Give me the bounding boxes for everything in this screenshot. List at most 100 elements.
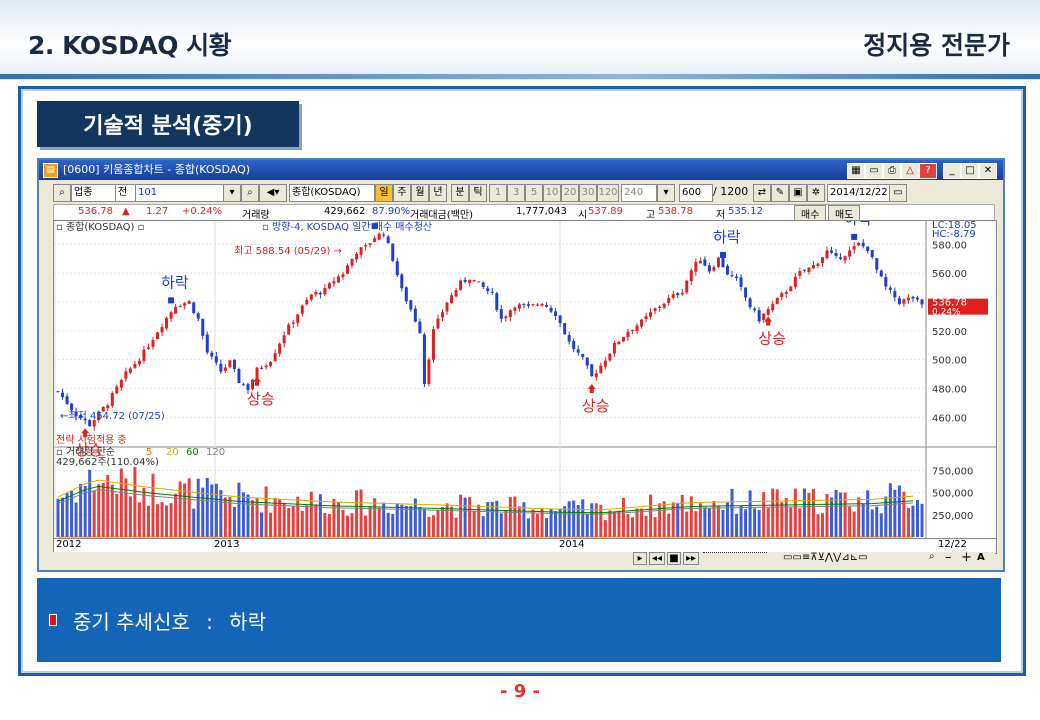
volume-tick-label: 750,000 [932,466,973,477]
period-week-button[interactable]: 주 [393,184,411,202]
volume-tick-label: 500,000 [932,489,973,500]
period-minute-button[interactable]: 분 [451,184,469,202]
gear-icon[interactable]: ✲ [807,184,825,202]
interval-3-button[interactable]: 3 [507,184,525,202]
count-input[interactable]: 600 [679,184,713,202]
volume-bar [278,499,282,537]
interval-20-button[interactable]: 20 [561,184,579,202]
candle-body [915,297,919,300]
candle-body [350,258,354,266]
window-titlebar[interactable]: ▤ [0600] 키움종합차트 - 종합(KOSDAQ) ▦ ▭ ⎙ △ ? _… [39,160,1003,180]
stock-search-icon[interactable]: ⌕ [53,184,71,202]
period-tick-button[interactable]: 틱 [469,184,487,202]
calendar-icon[interactable]: ▭ [889,184,907,202]
candle-body [617,341,621,345]
period-year-button[interactable]: 년 [429,184,447,202]
volume-bar [237,482,241,537]
volume-bar [848,506,852,537]
candle-body [870,250,874,258]
play-icon[interactable]: ▸ [633,552,647,565]
volume-bar [74,502,78,537]
volume-bar [395,503,399,537]
font-size-icon[interactable]: A [977,552,985,563]
restore-icon[interactable]: □ [961,163,979,179]
market-select[interactable]: 업종 [71,184,117,202]
interval-5-button[interactable]: 5 [525,184,543,202]
candle-body [431,329,435,360]
volume-bar [477,504,481,537]
interval-120-button[interactable]: 120 [597,184,619,202]
candle-body [721,257,725,268]
volume-bar [255,498,259,537]
price-chart[interactable]: 580.00560.00540.00520.00500.00480.00460.… [54,199,996,539]
volume-bar [549,508,553,537]
candle-body [531,304,535,306]
candle-body [110,393,114,406]
period-month-button[interactable]: 월 [411,184,429,202]
volume-bar [522,502,526,537]
scroll-slider[interactable] [703,552,767,553]
chevron-down-icon[interactable]: ▾ [223,184,241,202]
candle-body [866,246,870,252]
zoom-icon[interactable]: ⌕ [929,551,935,562]
volume-bar [545,518,549,537]
quote-amount: 1,777,043 [516,206,567,217]
candle-body [653,308,657,311]
close-icon[interactable]: ✕ [979,163,997,179]
chart-area[interactable]: 580.00560.00540.00520.00500.00480.00460.… [53,199,997,540]
volume-bar [70,490,74,537]
volume-ma-line [57,479,914,511]
zoom-in-icon[interactable]: + [961,550,972,565]
help-icon[interactable]: ? [919,163,937,179]
volume-bar [798,508,802,537]
forward-icon[interactable]: ▸▸ [683,552,699,565]
volume-bar [739,505,743,537]
signal-label-up: 상승 [75,441,103,459]
volume-bar [350,513,354,537]
volume-bar [757,510,761,537]
name-field[interactable]: 종합(KOSDAQ) [289,184,375,202]
interval-240-field[interactable]: 240 [621,184,657,202]
save-icon[interactable]: ▣ [789,184,807,202]
search-icon[interactable]: ⌕ [241,184,259,202]
arrow-icon[interactable]: ⇄ [753,184,771,202]
stop-icon[interactable]: ■ [667,552,681,565]
interval-chevron-icon[interactable]: ▾ [657,184,675,202]
candle-body [703,259,707,266]
layout-icon[interactable]: ▦ [847,163,865,179]
interval-30-button[interactable]: 30 [579,184,597,202]
candle-body [382,234,386,236]
candle-body [744,287,748,298]
rewind-icon[interactable]: ◂◂ [649,552,665,565]
volume-bar [748,490,752,537]
volume-bar [590,503,594,537]
interval-1-button[interactable]: 1 [489,184,507,202]
zoom-out-icon[interactable]: – [945,550,952,565]
candle-body [422,334,426,385]
drawing-tools-icon[interactable]: ▭▭≡⊼⊻⋀⋁⊿⊾▭ [783,552,868,563]
volume-bar [291,506,295,537]
print-icon[interactable]: ⎙ [883,163,901,179]
interval-10-button[interactable]: 10 [543,184,561,202]
field-select[interactable]: 전 [115,184,137,202]
volume-bar [413,498,417,537]
alert-icon[interactable]: △ [901,163,919,179]
price-tick-label: 580.00 [932,240,967,251]
volume-bar [377,507,381,537]
candle-body [911,296,915,299]
minimize-icon[interactable]: _ [943,163,961,179]
sound-icon[interactable]: ◀▾ [259,184,287,202]
period-day-button[interactable]: 일 [375,184,393,202]
volume-bar [314,504,318,537]
volume-bar [61,497,65,537]
volume-bar [246,494,250,537]
current-price-tag [928,298,988,315]
candle-body [232,359,236,370]
panel-icon[interactable]: ▭ [865,163,883,179]
candle-body [309,294,313,300]
tools-icon[interactable]: ✎ [771,184,789,202]
chart-window: ▤ [0600] 키움종합차트 - 종합(KOSDAQ) ▦ ▭ ⎙ △ ? _… [37,158,1005,572]
volume-bar [486,502,490,537]
code-input[interactable]: 101 [135,184,225,202]
volume-bar [902,491,906,537]
